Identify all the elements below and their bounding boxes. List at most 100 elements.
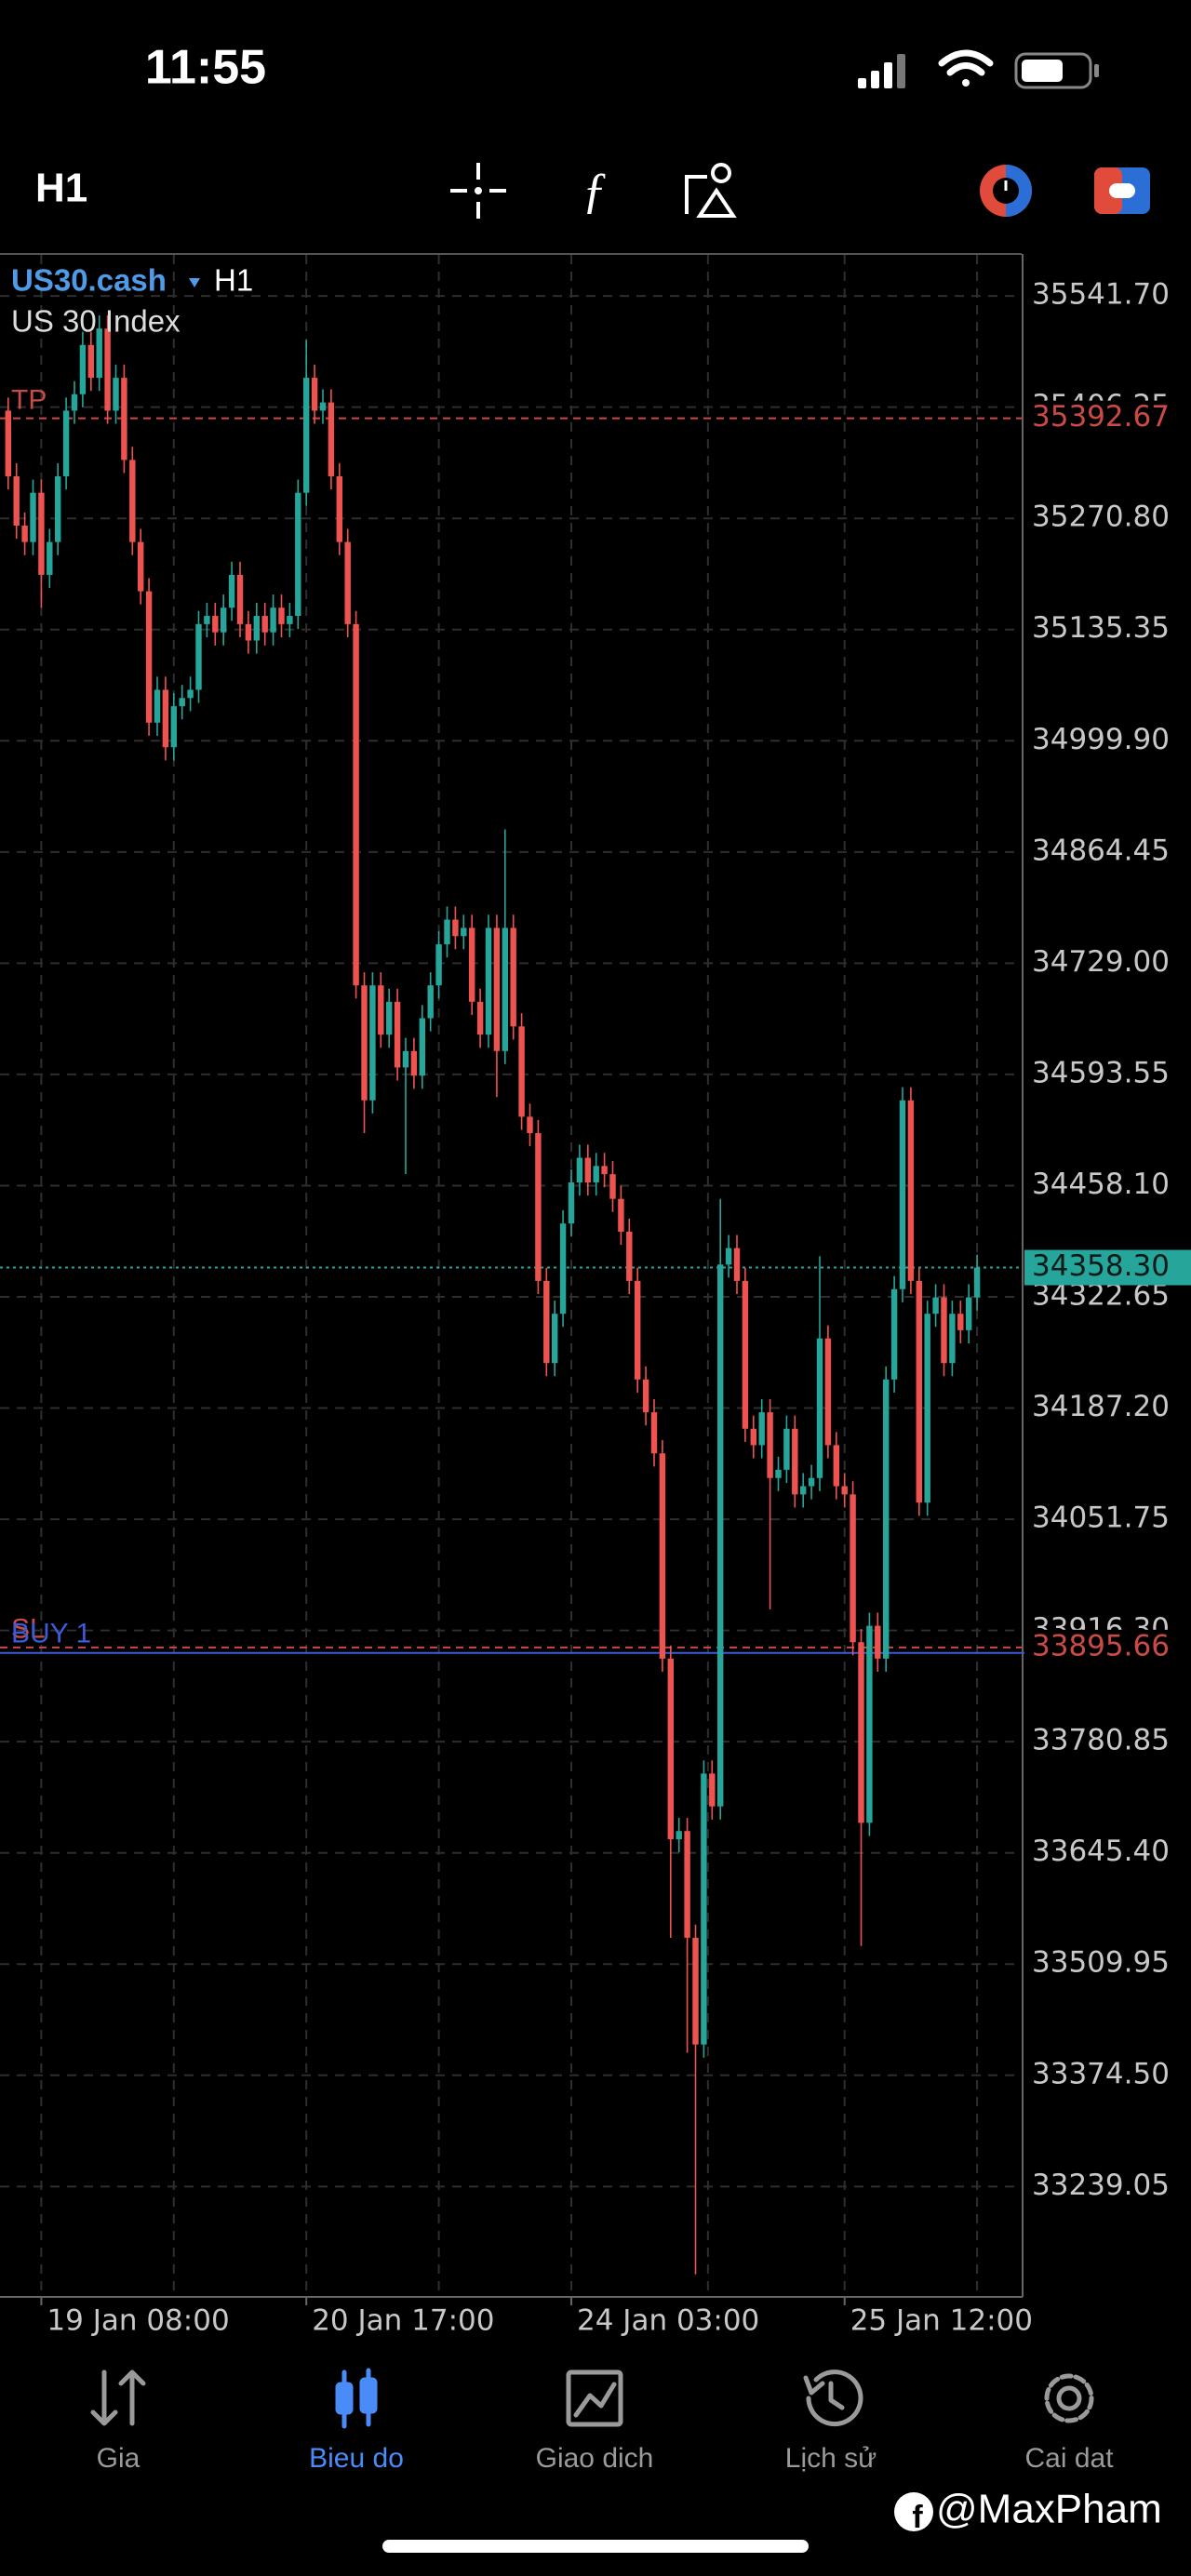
candle-body <box>858 1642 864 1823</box>
candle-body <box>875 1625 881 1659</box>
candle-body <box>5 410 11 477</box>
trade-button[interactable] <box>1094 167 1150 214</box>
candle-body <box>584 1157 591 1183</box>
quotes-icon[interactable] <box>90 2369 146 2426</box>
wifi-icon <box>938 49 994 87</box>
candle-body <box>635 1280 641 1380</box>
candle-body <box>228 574 235 608</box>
nav-label[interactable]: Bieu do <box>309 2443 404 2474</box>
candle-body <box>394 1001 401 1068</box>
candle-body <box>361 985 368 1101</box>
candle-body <box>236 574 244 624</box>
candle-body <box>552 1314 558 1364</box>
candle-body <box>527 1116 533 1134</box>
candle-body <box>775 1469 782 1478</box>
candle-body <box>402 1050 409 1068</box>
candle-body <box>444 919 450 945</box>
candle-body <box>941 1297 947 1364</box>
y-tick-label: 33645.40 <box>1032 1835 1170 1868</box>
svg-text:f: f <box>912 2500 923 2535</box>
nav-label[interactable]: Gia <box>97 2443 141 2474</box>
candle-body <box>966 1297 972 1330</box>
candle-body <box>559 1223 567 1315</box>
candle-body <box>410 1050 418 1076</box>
trade-icon[interactable] <box>566 2369 623 2427</box>
candle-body <box>319 402 327 411</box>
y-tick-label: 34187.20 <box>1032 1390 1170 1423</box>
timeframe-button[interactable]: H1 <box>35 166 87 211</box>
y-tick-label: 34051.75 <box>1032 1502 1170 1535</box>
symbol-description: US 30 Index <box>11 304 181 339</box>
settings-icon[interactable] <box>1044 2373 1094 2423</box>
candle-body <box>642 1379 649 1413</box>
candle-body <box>195 623 202 690</box>
candle-body <box>824 1338 832 1446</box>
candle-body <box>725 1248 732 1265</box>
objects-button[interactable] <box>685 163 737 218</box>
candle-body <box>949 1314 956 1364</box>
candle-body <box>792 1428 798 1495</box>
home-indicator <box>382 2540 809 2553</box>
facebook-logo: f <box>894 2492 933 2535</box>
y-tick-label: 33374.50 <box>1032 2057 1170 2090</box>
candle-body <box>709 1773 716 1807</box>
chart-icon[interactable] <box>335 2368 378 2429</box>
candle-body <box>609 1174 616 1199</box>
candle-body <box>833 1445 839 1487</box>
candle-body <box>502 928 508 1051</box>
level-tag-bg <box>1024 400 1191 436</box>
current-price-tag-bg <box>1024 1249 1191 1286</box>
x-tick-label: 24 Jan 03:00 <box>577 2304 759 2338</box>
candle-body <box>303 378 310 493</box>
candle-body <box>485 928 492 1035</box>
candle-body <box>701 1773 707 2045</box>
symbol-dropdown[interactable] <box>189 278 200 287</box>
indicators-button[interactable]: ƒ <box>582 162 608 218</box>
crosshair-button[interactable] <box>450 163 506 219</box>
level-name: TP <box>11 385 47 416</box>
bottom-nav: Gia Bieu do Giao dich Lịch sử Cai dat <box>97 2443 1115 2474</box>
history-icon[interactable] <box>803 2369 863 2427</box>
candle-body <box>138 541 144 592</box>
candle-body <box>179 698 185 707</box>
symbol-name[interactable]: US30.cash <box>11 263 167 298</box>
candle-body <box>808 1477 815 1487</box>
candle-body <box>659 1453 666 1659</box>
candle-body <box>650 1412 658 1454</box>
nav-label[interactable]: Lịch sử <box>785 2443 877 2474</box>
y-tick-label: 34999.90 <box>1032 723 1170 756</box>
current-price-tag: 34358.30 <box>1032 1249 1170 1283</box>
candle-body <box>369 985 376 1101</box>
candle-body <box>461 928 467 937</box>
candle-body <box>899 1100 906 1289</box>
candle-body <box>535 1133 542 1281</box>
candle-body <box>576 1157 583 1183</box>
candle-body <box>510 928 516 1027</box>
nav-label[interactable]: Giao dich <box>536 2443 654 2474</box>
candle-body <box>287 616 293 624</box>
level-tag: 33895.66 <box>1032 1629 1170 1662</box>
candle-body <box>543 1280 550 1364</box>
candle-body <box>162 689 169 748</box>
candle-body <box>890 1288 898 1380</box>
candle-body <box>38 492 45 575</box>
candle-body <box>30 492 36 542</box>
candle-body <box>684 1831 690 1938</box>
status-time: 11:55 <box>145 41 266 95</box>
candle-body <box>353 623 359 986</box>
market-watch-button[interactable] <box>980 165 1032 217</box>
candle-body <box>87 344 94 379</box>
candle-body <box>170 706 177 748</box>
candle-body <box>79 344 87 394</box>
candle-body <box>204 616 210 624</box>
candle-body <box>427 985 434 1019</box>
candle-body <box>212 616 219 633</box>
candle-body <box>221 607 227 633</box>
candle-body <box>62 410 70 477</box>
candle-body <box>419 1018 425 1076</box>
nav-label[interactable]: Cai dat <box>1024 2443 1114 2474</box>
candle-body <box>469 928 475 1002</box>
candle-body <box>245 623 252 641</box>
